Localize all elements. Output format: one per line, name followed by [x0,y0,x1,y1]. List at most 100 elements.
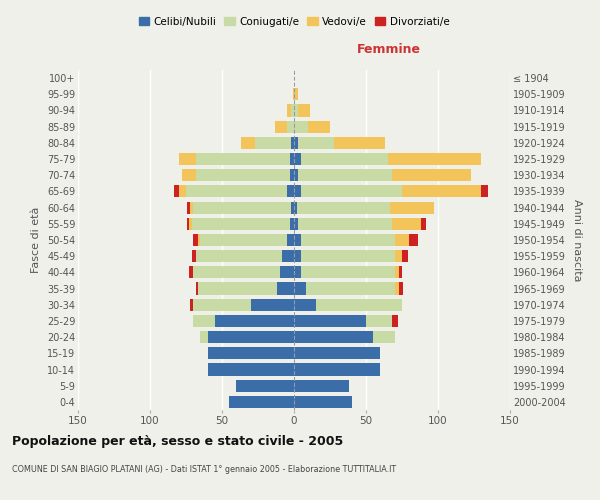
Bar [275,120,287,132]
Bar [196,282,197,294]
Bar [301,234,395,246]
Bar [251,298,294,311]
Bar [294,298,316,311]
Bar [291,202,294,213]
Bar [290,218,294,230]
Bar [193,315,215,327]
Bar [208,364,294,376]
Bar [294,186,301,198]
Bar [402,250,408,262]
Bar [293,88,294,101]
Bar [189,266,193,278]
Bar [294,153,301,165]
Bar [189,218,192,230]
Bar [298,218,392,230]
Bar [287,234,294,246]
Bar [291,137,294,149]
Bar [179,186,186,198]
Bar [298,137,334,149]
Bar [290,169,294,181]
Bar [190,202,193,213]
Bar [298,104,310,117]
Bar [187,218,189,230]
Bar [373,331,395,343]
Bar [294,282,305,294]
Bar [280,266,294,278]
Bar [421,218,427,230]
Bar [294,88,295,101]
Bar [208,348,294,360]
Y-axis label: Anni di nascita: Anni di nascita [572,198,583,281]
Bar [197,234,200,246]
Bar [193,202,291,213]
Bar [294,137,298,149]
Bar [392,218,421,230]
Bar [196,153,290,165]
Bar [301,186,402,198]
Text: Femmine: Femmine [357,44,421,57]
Bar [392,169,471,181]
Bar [236,380,294,392]
Bar [196,169,290,181]
Bar [301,266,395,278]
Bar [388,153,481,165]
Bar [187,202,190,213]
Bar [200,331,208,343]
Bar [308,120,330,132]
Bar [190,298,193,311]
Bar [481,186,488,198]
Legend: Celibi/Nubili, Coniugati/e, Vedovi/e, Divorziati/e: Celibi/Nubili, Coniugati/e, Vedovi/e, Di… [134,12,454,31]
Bar [208,331,294,343]
Bar [197,282,277,294]
Bar [294,104,298,117]
Bar [366,315,392,327]
Bar [241,137,255,149]
Bar [395,250,402,262]
Bar [294,348,380,360]
Bar [182,169,196,181]
Bar [392,315,398,327]
Bar [334,137,385,149]
Bar [179,153,196,165]
Bar [229,396,294,408]
Text: Popolazione per età, sesso e stato civile - 2005: Popolazione per età, sesso e stato civil… [12,435,343,448]
Bar [277,282,294,294]
Bar [290,153,294,165]
Bar [255,137,291,149]
Bar [287,104,291,117]
Bar [298,169,392,181]
Bar [215,315,294,327]
Bar [305,282,395,294]
Bar [200,234,287,246]
Bar [193,266,280,278]
Bar [192,250,196,262]
Bar [395,282,399,294]
Bar [294,202,297,213]
Bar [301,250,395,262]
Bar [175,186,179,198]
Bar [283,250,294,262]
Bar [395,266,399,278]
Bar [301,153,388,165]
Bar [294,364,380,376]
Bar [295,88,298,101]
Bar [291,104,294,117]
Bar [193,234,197,246]
Bar [294,169,298,181]
Bar [294,396,352,408]
Y-axis label: Fasce di età: Fasce di età [31,207,41,273]
Bar [294,331,373,343]
Bar [399,282,403,294]
Bar [294,315,366,327]
Bar [193,298,251,311]
Bar [399,266,402,278]
Bar [294,234,301,246]
Bar [287,120,294,132]
Text: COMUNE DI SAN BIAGIO PLATANI (AG) - Dati ISTAT 1° gennaio 2005 - Elaborazione TU: COMUNE DI SAN BIAGIO PLATANI (AG) - Dati… [12,465,396,474]
Bar [287,186,294,198]
Bar [294,380,349,392]
Bar [192,218,290,230]
Bar [186,186,287,198]
Bar [294,250,301,262]
Bar [409,234,418,246]
